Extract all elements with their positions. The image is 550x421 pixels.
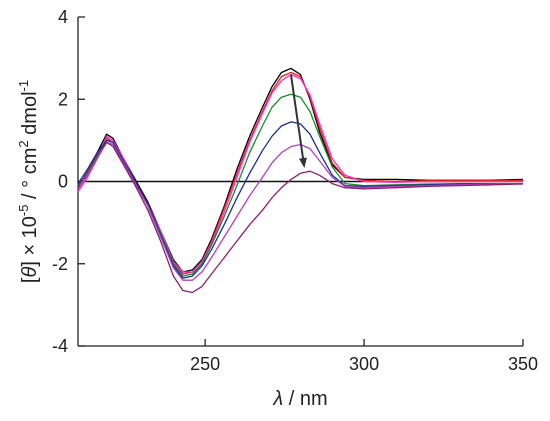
x-axis-title: λ / nm (272, 388, 327, 410)
x-tick-label: 350 (508, 354, 538, 374)
x-tick-label: 250 (190, 354, 220, 374)
y-axis-title: [θ] × 10-5 / ° cm2 dmol-1 (16, 80, 41, 283)
y-tick-label: 0 (58, 172, 68, 192)
y-title-part2: ] × 10 (19, 216, 41, 267)
series-line-5 (77, 121, 523, 279)
x-axis-symbol: λ (272, 388, 283, 410)
y-title-exp2: 2 (16, 140, 31, 147)
data-series (77, 67, 524, 294)
y-title-part1: [ (19, 277, 41, 283)
series-line-3 (77, 73, 523, 273)
annotations (289, 74, 307, 168)
series-line-7 (77, 141, 524, 294)
y-tick-label: -2 (52, 254, 68, 274)
y-title-part4: dmol (19, 91, 41, 140)
y-title-exp1: -5 (16, 205, 31, 217)
y-tick-label: -4 (52, 336, 68, 356)
y-title-theta: θ (19, 267, 41, 278)
x-tick-label: 300 (349, 354, 379, 374)
ticks: -4 -2 0 2 4 250 300 350 (52, 7, 538, 374)
series-line-6 (77, 141, 524, 281)
y-tick-label: 2 (58, 89, 68, 109)
y-tick-label: 4 (58, 7, 68, 27)
series-line-1 (77, 67, 524, 273)
y-title-part3: / ° cm (19, 148, 41, 205)
trend-arrow (289, 74, 307, 168)
x-axis-unit: / nm (283, 388, 327, 410)
y-title-exp3: -1 (16, 80, 31, 92)
